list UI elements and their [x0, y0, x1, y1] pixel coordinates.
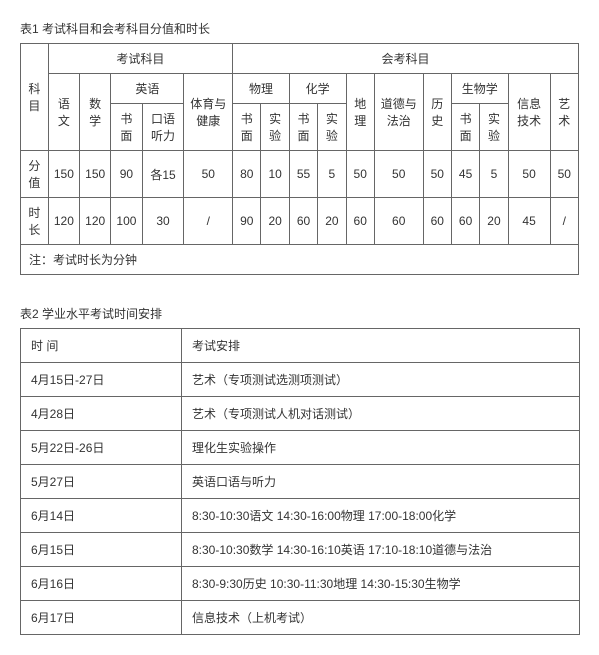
t1-cell: 150 [80, 151, 111, 198]
t1-cell: 80 [233, 151, 261, 198]
t2-row: 5月22日-26日 理化生实验操作 [21, 431, 580, 465]
t2-cell-plan: 8:30-9:30历史 10:30-11:30地理 14:30-15:30生物学 [182, 567, 580, 601]
t2-cell-time: 6月15日 [21, 533, 182, 567]
t1-head-sw-shu: 书面 [451, 104, 479, 151]
t2-row: 6月14日 8:30-10:30语文 14:30-16:00物理 17:00-1… [21, 499, 580, 533]
t2-cell-plan: 8:30-10:30语文 14:30-16:00物理 17:00-18:00化学 [182, 499, 580, 533]
t2-cell-time: 4月15日-27日 [21, 363, 182, 397]
t2-row: 4月28日 艺术（专项测试人机对话测试） [21, 397, 580, 431]
table2-title: 表2 学业水平考试时间安排 [20, 305, 579, 322]
t2-head-time: 时 间 [21, 329, 182, 363]
t1-head-hx-shu: 书面 [289, 104, 317, 151]
t2-cell-time: 6月16日 [21, 567, 182, 601]
t1-head-wl-shiyan: 实验 [261, 104, 289, 151]
t1-head-daode: 道德与法治 [374, 74, 423, 151]
t1-head-yingyu: 英语 [111, 74, 184, 104]
t1-head-hui-group: 会考科目 [233, 44, 579, 74]
t1-note: 注：考试时长为分钟 [21, 245, 579, 275]
table1-title: 表1 考试科目和会考科目分值和时长 [20, 20, 579, 37]
t1-cell: 60 [374, 198, 423, 245]
t1-head-sw-shiyan: 实验 [480, 104, 508, 151]
t1-head-yy-kouyu: 口语听力 [142, 104, 184, 151]
t1-row-fenzhi-label: 分值 [21, 151, 49, 198]
t1-cell: 60 [451, 198, 479, 245]
t1-cell: 5 [318, 151, 346, 198]
t1-cell: 20 [318, 198, 346, 245]
t1-cell: 55 [289, 151, 317, 198]
t1-cell: 60 [289, 198, 317, 245]
t1-cell: 各15 [142, 151, 184, 198]
table1: 科目 考试科目 会考科目 语文 数学 英语 体育与健康 物理 化学 地理 道德与… [20, 43, 579, 275]
t1-head-wuli: 物理 [233, 74, 290, 104]
t1-cell: 20 [261, 198, 289, 245]
t2-row: 6月16日 8:30-9:30历史 10:30-11:30地理 14:30-15… [21, 567, 580, 601]
t1-cell: / [184, 198, 233, 245]
t1-cell: 60 [346, 198, 374, 245]
t1-cell: 10 [261, 151, 289, 198]
t1-head-xinxi: 信息技术 [508, 74, 550, 151]
t1-row-fenzhi: 分值 150 150 90 各15 50 80 10 55 5 50 50 50… [21, 151, 579, 198]
t2-cell-plan: 英语口语与听力 [182, 465, 580, 499]
t1-cell: 90 [111, 151, 142, 198]
t2-cell-time: 4月28日 [21, 397, 182, 431]
t1-cell: 5 [480, 151, 508, 198]
t1-row-shichang: 时长 120 120 100 30 / 90 20 60 20 60 60 60… [21, 198, 579, 245]
t1-row-shichang-label: 时长 [21, 198, 49, 245]
t1-head-yy-shu: 书面 [111, 104, 142, 151]
t1-cell: 50 [550, 151, 578, 198]
t1-cell: 50 [184, 151, 233, 198]
t1-cell: 45 [508, 198, 550, 245]
t2-row: 4月15日-27日 艺术（专项测试选测项测试） [21, 363, 580, 397]
t1-head-yishu: 艺术 [550, 74, 578, 151]
t1-cell: 120 [48, 198, 79, 245]
t1-cell: 60 [423, 198, 451, 245]
t1-cell: 100 [111, 198, 142, 245]
t1-head-hx-shiyan: 实验 [318, 104, 346, 151]
t1-head-dili: 地理 [346, 74, 374, 151]
t1-cell: 30 [142, 198, 184, 245]
t1-head-huaxue: 化学 [289, 74, 346, 104]
t2-cell-plan: 艺术（专项测试人机对话测试） [182, 397, 580, 431]
t2-cell-plan: 8:30-10:30数学 14:30-16:10英语 17:10-18:10道德… [182, 533, 580, 567]
t1-cell: 50 [423, 151, 451, 198]
t2-head-plan: 考试安排 [182, 329, 580, 363]
t2-row: 5月27日 英语口语与听力 [21, 465, 580, 499]
t1-head-kemu: 科目 [21, 44, 49, 151]
t1-cell: 50 [346, 151, 374, 198]
t1-cell: 50 [508, 151, 550, 198]
t1-head-exam-group: 考试科目 [48, 44, 232, 74]
t1-cell: 150 [48, 151, 79, 198]
t2-cell-plan: 理化生实验操作 [182, 431, 580, 465]
t2-cell-time: 5月27日 [21, 465, 182, 499]
t2-cell-time: 6月14日 [21, 499, 182, 533]
t1-cell: 45 [451, 151, 479, 198]
t1-cell: 90 [233, 198, 261, 245]
t1-cell: 20 [480, 198, 508, 245]
t1-head-shuxue: 数学 [80, 74, 111, 151]
t1-head-wl-shu: 书面 [233, 104, 261, 151]
t2-cell-plan: 艺术（专项测试选测项测试） [182, 363, 580, 397]
t2-cell-time: 5月22日-26日 [21, 431, 182, 465]
t1-cell: 120 [80, 198, 111, 245]
t1-cell: / [550, 198, 578, 245]
t1-head-shengwu: 生物学 [451, 74, 508, 104]
table2: 时 间 考试安排 4月15日-27日 艺术（专项测试选测项测试） 4月28日 艺… [20, 328, 580, 635]
t1-head-lishi: 历史 [423, 74, 451, 151]
t1-head-tiyu: 体育与健康 [184, 74, 233, 151]
t2-row: 6月15日 8:30-10:30数学 14:30-16:10英语 17:10-1… [21, 533, 580, 567]
t1-cell: 50 [374, 151, 423, 198]
t1-head-yuwen: 语文 [48, 74, 79, 151]
